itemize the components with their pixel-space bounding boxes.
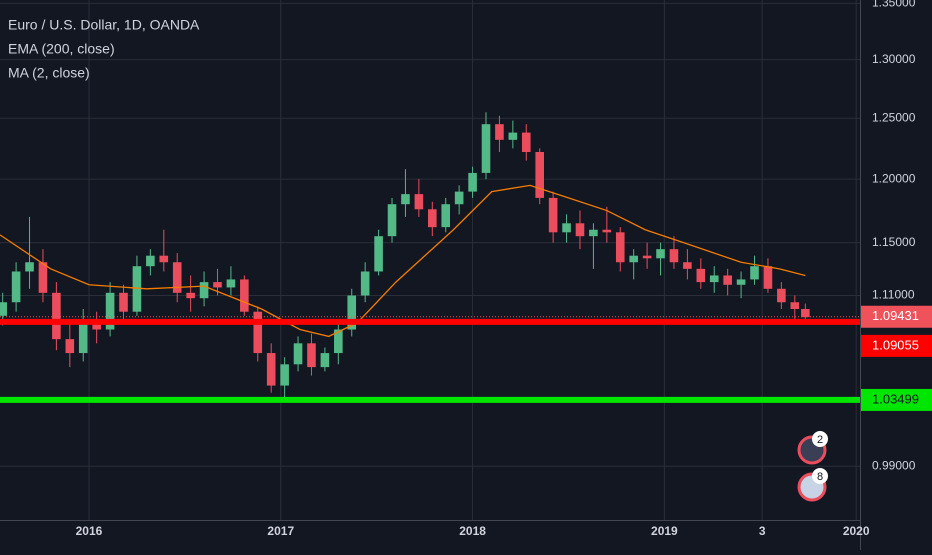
candle-body [213,282,222,288]
y-tick-label: 1.25000 [872,110,916,124]
y-tick-label: 1.30000 [872,52,916,66]
candle-body [199,282,209,299]
candle-body [11,271,21,303]
candle-body [428,209,437,228]
event-count-bg [812,468,828,484]
candle-body [481,124,491,173]
candle-body [186,292,195,299]
event-badge[interactable]: 2 [797,431,828,465]
ema-line [0,184,806,338]
event-badge[interactable]: 8 [797,468,828,502]
event-count-bg [812,431,828,447]
y-tick-label: 1.15000 [872,235,916,249]
candle-body [548,197,558,233]
x-tick-label: 2016 [76,524,103,538]
candle-body [521,132,531,153]
level-label: 1.09055 [872,337,919,352]
indicator-legend: MA (2, close) [8,65,90,81]
candle-body [334,329,343,354]
candle-body [723,275,732,285]
x-tick-label: 2017 [267,524,294,538]
candle-body [750,266,759,280]
candle-body [38,262,48,293]
candle-body [387,204,397,237]
candle-body [535,152,545,198]
event-count: 2 [817,434,823,446]
candle-body [52,292,61,340]
candle-body [374,236,383,272]
candle-body [777,288,786,303]
candle-body [602,229,612,233]
candle-body [642,255,652,259]
candle-body [347,295,357,330]
candle-body [307,343,316,368]
candle-body [92,322,101,330]
candle-body [615,232,625,263]
candle-body [360,271,370,296]
candle-body [78,322,88,354]
candle-body [696,268,706,283]
candle-body [454,191,464,205]
candle-body [172,262,182,293]
x-tick-label: 2019 [651,524,678,538]
candle-body [401,194,410,205]
candle-body [669,249,679,263]
y-tick-label: 1.11000 [872,288,915,302]
candle-body [441,204,451,228]
candle-body [562,223,571,233]
candle-body [146,255,155,267]
candle-body [159,255,169,263]
x-tick-label: 2020 [843,524,870,538]
candle-body [575,223,585,237]
candle-body [132,266,142,312]
candle-body [790,302,800,310]
candle-body [240,279,249,312]
candle-body [25,262,34,272]
indicator-legend: EMA (200, close) [8,41,115,57]
candle-body [508,132,518,140]
candle-body [414,194,424,210]
y-tick-label: 0.99000 [872,458,916,472]
level-label: 1.03499 [872,391,919,406]
level-label-bg [861,388,932,411]
candle-body [468,172,477,192]
candle-body [0,302,7,316]
candle-body [801,309,810,318]
last-price-label: 1.09431 [872,308,919,323]
price-axis [861,0,932,550]
candle-body [65,339,75,354]
event-count: 8 [817,471,823,483]
candle-body [293,343,303,365]
candle-body [629,255,638,263]
candle-body [320,353,330,368]
candle-body [253,311,263,354]
candle-body [589,229,598,237]
candle-body [736,279,746,285]
symbol-title: Euro / U.S. Dollar, 1D, OANDA [8,17,200,33]
candle-body [119,292,128,312]
x-tick-label: 3 [759,524,766,538]
candle-body [266,353,276,386]
candle-body [105,292,115,330]
last-price-bg [861,305,932,328]
level-label-bg [861,334,932,357]
candle-body [656,249,665,259]
candle-body [280,364,289,386]
x-tick-label: 2018 [459,524,486,538]
candle-body [709,275,719,283]
y-tick-label: 1.20000 [872,171,916,185]
y-tick-label: 1.35000 [872,0,916,9]
candle-body [226,279,236,288]
candle-body [683,262,692,269]
candle-body [495,124,504,140]
candle-body [763,266,773,289]
